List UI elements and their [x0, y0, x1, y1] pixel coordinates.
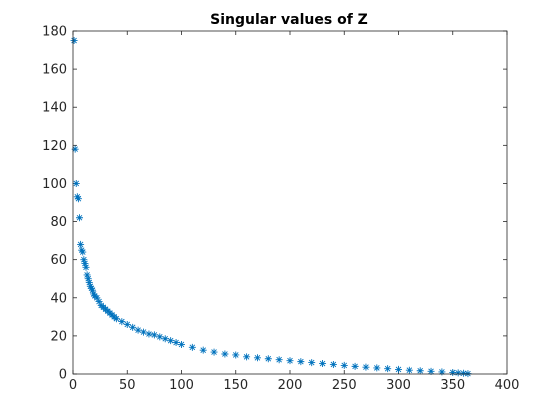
- data-point: [80, 256, 88, 264]
- data-point: [83, 271, 91, 279]
- y-tick-label: 20: [50, 329, 67, 344]
- chart-title: Singular values of Z: [210, 12, 368, 28]
- y-tick-label: 100: [42, 177, 67, 192]
- y-tick-label: 60: [50, 253, 67, 268]
- data-point: [329, 360, 337, 368]
- data-point: [253, 354, 261, 362]
- data-point: [362, 363, 370, 371]
- data-point: [95, 298, 103, 306]
- data-point: [351, 362, 359, 370]
- y-tick-label: 0: [59, 368, 67, 383]
- data-point: [438, 368, 446, 376]
- data-point: [90, 290, 98, 298]
- data-point: [112, 315, 120, 323]
- data-point: [188, 343, 196, 351]
- data-point: [72, 179, 80, 187]
- x-tick-label: 250: [332, 378, 357, 393]
- data-point: [308, 359, 316, 367]
- y-tick-label: 40: [50, 291, 67, 306]
- data-point: [243, 353, 251, 361]
- y-tick-label: 160: [42, 63, 67, 78]
- data-point: [71, 145, 79, 153]
- data-point: [199, 346, 207, 354]
- data-point: [145, 330, 153, 338]
- data-point: [118, 318, 126, 326]
- data-point: [416, 367, 424, 375]
- data-point: [275, 356, 283, 364]
- y-tick-label: 180: [42, 25, 67, 40]
- data-point: [319, 360, 327, 368]
- data-point: [264, 355, 272, 363]
- data-point: [70, 37, 78, 45]
- data-point: [172, 339, 180, 347]
- data-point: [73, 193, 81, 201]
- data-point: [78, 246, 86, 254]
- axes: 0 50 100 150 200 250 300 350 400 0 20 40 60 80 100 120 1…: [42, 25, 519, 394]
- data-point: [82, 263, 90, 271]
- data-point: [156, 333, 164, 341]
- x-tick-label: 100: [169, 378, 194, 393]
- x-tick-label: 350: [440, 378, 465, 393]
- data-point: [384, 365, 392, 373]
- x-tick-label: 0: [69, 378, 77, 393]
- data-point: [77, 240, 85, 248]
- y-tick-label: 140: [42, 101, 67, 116]
- data-point: [134, 326, 142, 334]
- data-point: [150, 331, 158, 339]
- x-tick-label: 50: [119, 378, 136, 393]
- data-point: [140, 328, 148, 336]
- data-point: [221, 350, 229, 358]
- data-markers: [70, 37, 472, 378]
- data-point: [340, 361, 348, 369]
- data-point: [395, 365, 402, 373]
- data-point: [210, 348, 218, 356]
- data-point: [286, 357, 294, 365]
- data-point: [427, 367, 435, 375]
- plot-area: [73, 31, 507, 374]
- data-point: [460, 369, 468, 377]
- data-point: [81, 259, 89, 267]
- x-tick-label: 300: [386, 378, 411, 393]
- data-point: [85, 279, 93, 287]
- data-point: [373, 364, 381, 372]
- data-point: [232, 351, 240, 359]
- data-point: [123, 320, 131, 328]
- x-tick-label: 400: [495, 378, 520, 393]
- data-point: [405, 366, 413, 374]
- data-point: [129, 323, 137, 331]
- data-point: [454, 369, 462, 377]
- plot-frame: [72, 30, 508, 375]
- y-tick-label: 120: [42, 139, 67, 154]
- data-point: [93, 294, 101, 302]
- data-point: [178, 340, 185, 348]
- data-point: [161, 335, 169, 343]
- data-point: [87, 284, 95, 292]
- data-point: [79, 248, 87, 256]
- data-point: [167, 337, 175, 345]
- data-point: [449, 368, 457, 376]
- data-point: [76, 214, 84, 222]
- data-point: [86, 282, 94, 290]
- data-point: [297, 358, 305, 366]
- data-point: [89, 286, 97, 294]
- y-tick-label: 80: [50, 215, 67, 230]
- x-tick-label: 200: [278, 378, 303, 393]
- data-point: [84, 275, 92, 283]
- x-tick-label: 150: [223, 378, 248, 393]
- data-point: [74, 195, 82, 203]
